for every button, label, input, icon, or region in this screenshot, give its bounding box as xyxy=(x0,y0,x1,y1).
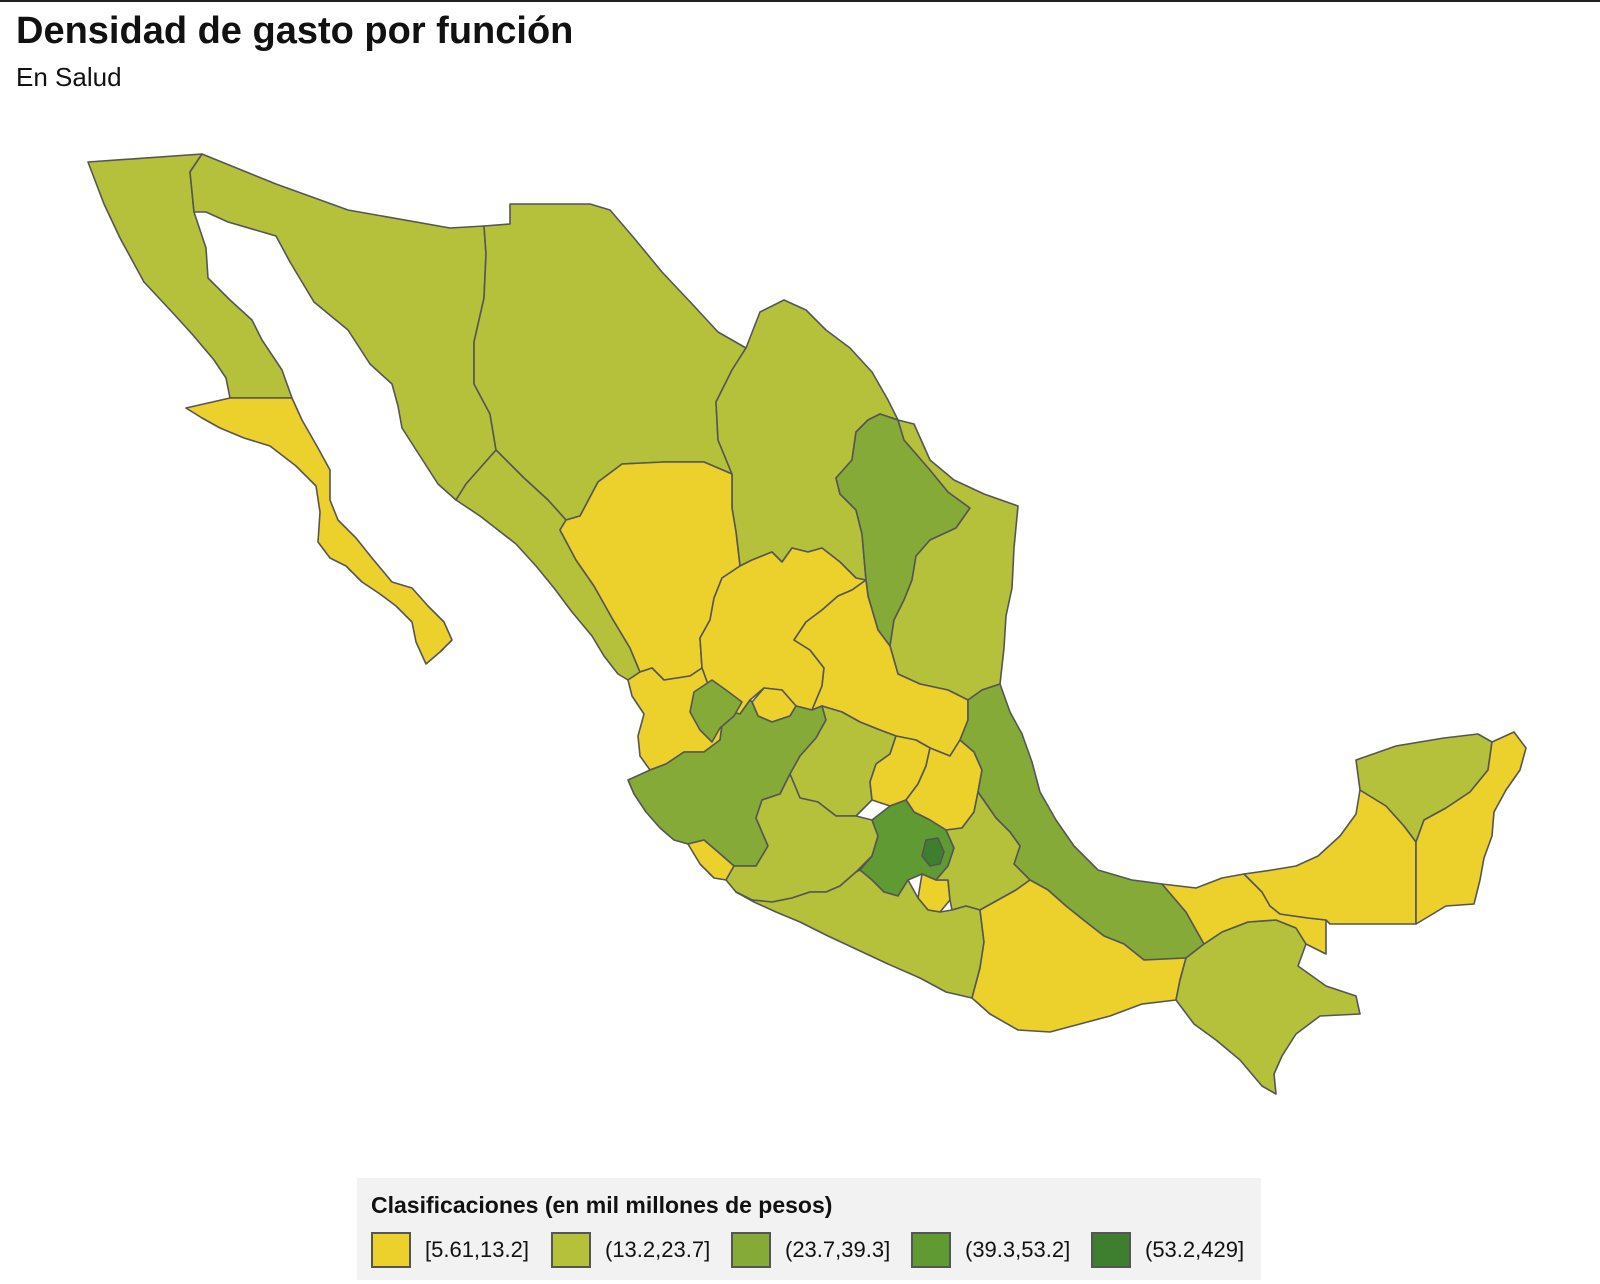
state-ciudad-de-mexico[interactable] xyxy=(921,837,945,867)
legend-swatch xyxy=(1091,1232,1131,1268)
state-baja-california[interactable] xyxy=(87,153,293,399)
legend-item: (39.3,53.2] xyxy=(911,1232,1075,1268)
state-quintana-roo[interactable] xyxy=(1415,731,1527,925)
legend-items: [5.61,13.2] (13.2,23.7] (23.7,39.3] (39.… xyxy=(371,1232,1271,1268)
choropleth-map xyxy=(87,153,1527,1095)
legend-swatch xyxy=(731,1232,771,1268)
map-title: Densidad de gasto por función xyxy=(16,10,574,52)
legend-swatch xyxy=(371,1232,411,1268)
map-subtitle: En Salud xyxy=(16,62,122,92)
legend-swatch xyxy=(911,1232,951,1268)
state-zacatecas-notch xyxy=(689,679,743,743)
legend-label: (53.2,429] xyxy=(1145,1237,1245,1262)
legend: Clasificaciones (en mil millones de peso… xyxy=(357,1178,1261,1280)
state-sonora[interactable] xyxy=(189,153,497,501)
legend-item: (13.2,23.7] xyxy=(551,1232,715,1268)
legend-item: [5.61,13.2] xyxy=(371,1232,535,1268)
legend-label: (23.7,39.3] xyxy=(785,1237,891,1262)
legend-item: (53.2,429] xyxy=(1091,1232,1255,1268)
legend-label: [5.61,13.2] xyxy=(425,1237,529,1262)
state-baja-california-sur[interactable] xyxy=(185,397,453,665)
state-guanajuato[interactable] xyxy=(789,705,897,817)
legend-item: (23.7,39.3] xyxy=(731,1232,895,1268)
legend-label: (13.2,23.7] xyxy=(605,1237,711,1262)
legend-title: Clasificaciones (en mil millones de peso… xyxy=(371,1192,833,1218)
legend-label: (39.3,53.2] xyxy=(965,1237,1071,1262)
legend-swatch xyxy=(551,1232,591,1268)
state-tabasco[interactable] xyxy=(1161,873,1327,955)
state-guerrero[interactable] xyxy=(735,869,985,999)
top-rule xyxy=(0,0,1600,2)
state-chiapas[interactable] xyxy=(1175,919,1361,1095)
